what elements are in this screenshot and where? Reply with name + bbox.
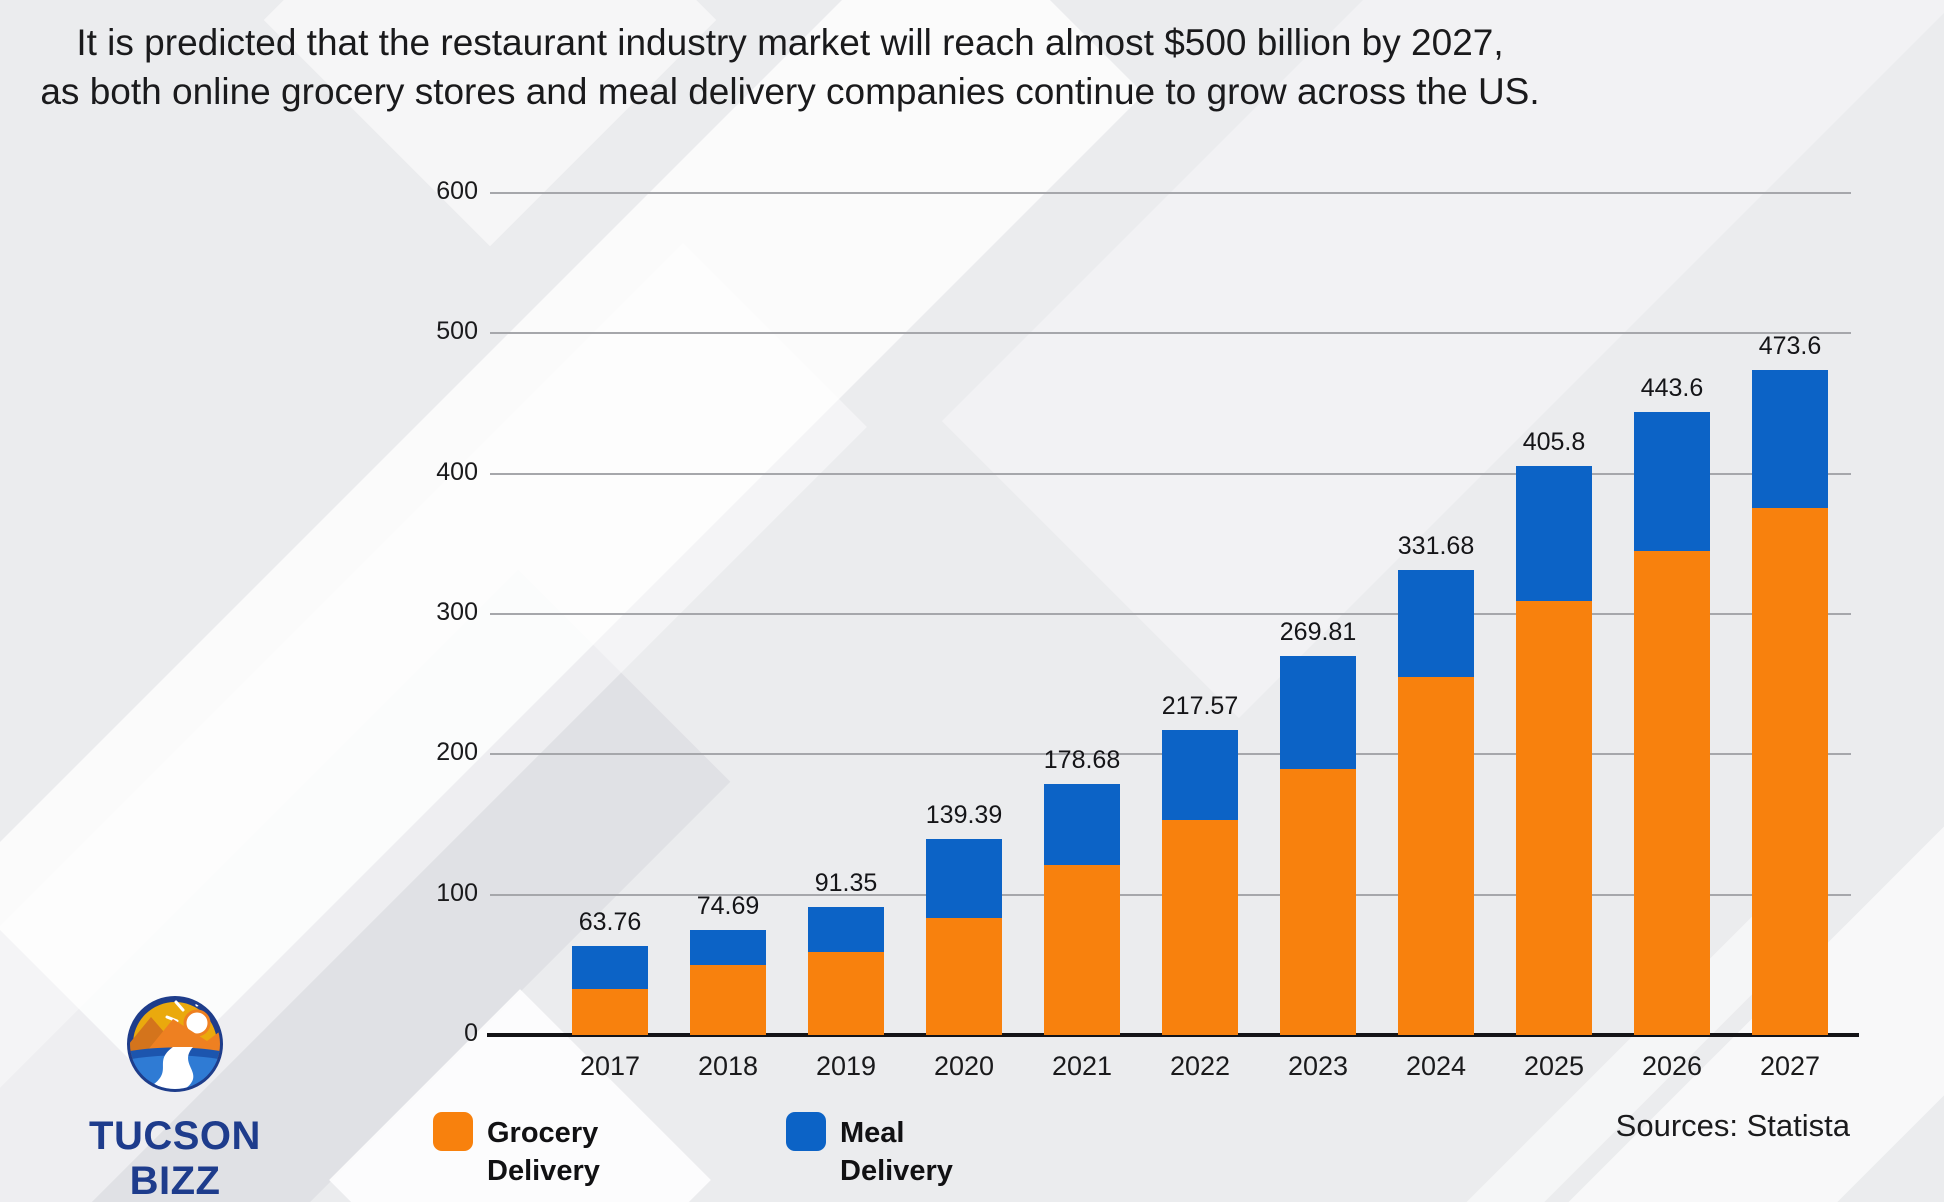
bar-total-label-2020: 139.39 <box>925 801 1003 830</box>
bar-2021-grocery-segment <box>1044 865 1120 1035</box>
y-tick-label-300: 300 <box>436 598 478 626</box>
chart-title: It is predicted that the restaurant indu… <box>35 18 1545 116</box>
bar-total-label-2019: 91.35 <box>814 868 878 897</box>
tucson-bizz-logo: TUCSON BIZZ MOBILE . SOFTWARE . WEB <box>55 983 295 1202</box>
bar-2020-meal-segment <box>926 839 1002 918</box>
x-tick-label-2019: 2019 <box>815 1051 877 1081</box>
bar-2022-grocery-segment <box>1162 820 1238 1035</box>
x-tick-label-2021: 2021 <box>1051 1051 1113 1081</box>
legend-label-grocery-delivery: Grocery Delivery <box>487 1117 600 1187</box>
x-tick-label-2023: 2023 <box>1287 1051 1349 1081</box>
y-tick-label-0: 0 <box>464 1019 478 1047</box>
bar-2026-grocery-segment <box>1634 550 1710 1035</box>
bar-2017-grocery-segment <box>572 988 648 1035</box>
bar-2023-grocery-segment <box>1280 769 1356 1035</box>
gridline-500 <box>490 332 1851 335</box>
legend-swatch-grocery-delivery <box>433 1112 473 1151</box>
x-tick-label-2025: 2025 <box>1523 1051 1585 1081</box>
y-tick-label-200: 200 <box>436 738 478 767</box>
gridline-600 <box>490 192 1851 194</box>
x-tick-label-2018: 2018 <box>697 1051 759 1081</box>
bar-2022-meal-segment <box>1162 729 1238 821</box>
bar-2024-grocery-segment <box>1398 677 1474 1035</box>
x-tick-label-2022: 2022 <box>1169 1051 1231 1081</box>
chart-title-line2: as both online grocery stores and meal d… <box>40 71 1540 112</box>
x-tick-label-2020: 2020 <box>933 1051 995 1081</box>
bar-2025-meal-segment <box>1516 465 1592 601</box>
chart-title-line1: It is predicted that the restaurant indu… <box>76 22 1504 63</box>
stacked-bar-chart: 0 100 200 300 400 500 600 63.76 2017 74.69 2018 91.… <box>436 177 1859 1081</box>
bar-total-label-2025: 405.8 <box>1522 427 1586 456</box>
bar-2018-grocery-segment <box>690 964 766 1035</box>
x-axis-line <box>487 1033 1859 1037</box>
bar-2020-grocery-segment <box>926 917 1002 1035</box>
gridline-300 <box>490 613 1851 615</box>
x-tick-label-2024: 2024 <box>1405 1051 1467 1081</box>
bar-2019-grocery-segment <box>808 951 884 1035</box>
legend-swatch-meal-delivery <box>786 1112 826 1151</box>
bar-2023-meal-segment <box>1280 656 1356 770</box>
source-attribution: Sources: Statista <box>1615 1108 1850 1143</box>
bar-total-label-2026: 443.6 <box>1640 374 1704 403</box>
bar-2027-grocery-segment <box>1752 507 1828 1035</box>
y-tick-label-500: 500 <box>436 317 478 346</box>
bar-total-label-2023: 269.81 <box>1279 618 1357 647</box>
x-tick-label-2026: 2026 <box>1641 1051 1703 1081</box>
bar-2017-meal-segment <box>572 945 648 989</box>
mountain-sun-river-icon <box>127 996 223 1092</box>
bar-2024-meal-segment <box>1398 569 1474 677</box>
bar-2027-meal-segment <box>1752 370 1828 508</box>
y-tick-label-100: 100 <box>436 878 478 907</box>
bar-total-label-2024: 331.68 <box>1397 531 1475 560</box>
y-tick-label-600: 600 <box>436 177 478 205</box>
bar-total-label-2022: 217.57 <box>1161 691 1239 720</box>
bar-total-label-2021: 178.68 <box>1043 746 1121 775</box>
x-tick-label-2017: 2017 <box>579 1051 641 1081</box>
y-tick-label-400: 400 <box>436 457 478 486</box>
bar-2018-meal-segment <box>690 930 766 965</box>
bar-2019-meal-segment <box>808 906 884 952</box>
bar-2025-grocery-segment <box>1516 600 1592 1035</box>
bar-2026-meal-segment <box>1634 412 1710 551</box>
bar-2021-meal-segment <box>1044 784 1120 866</box>
legend-label-meal-delivery: Meal Delivery <box>840 1117 953 1187</box>
gridline-400 <box>490 472 1851 475</box>
x-tick-label-2027: 2027 <box>1759 1051 1821 1081</box>
logo-name: TUCSON BIZZ <box>89 1114 261 1202</box>
bar-total-label-2027: 473.6 <box>1758 332 1822 361</box>
